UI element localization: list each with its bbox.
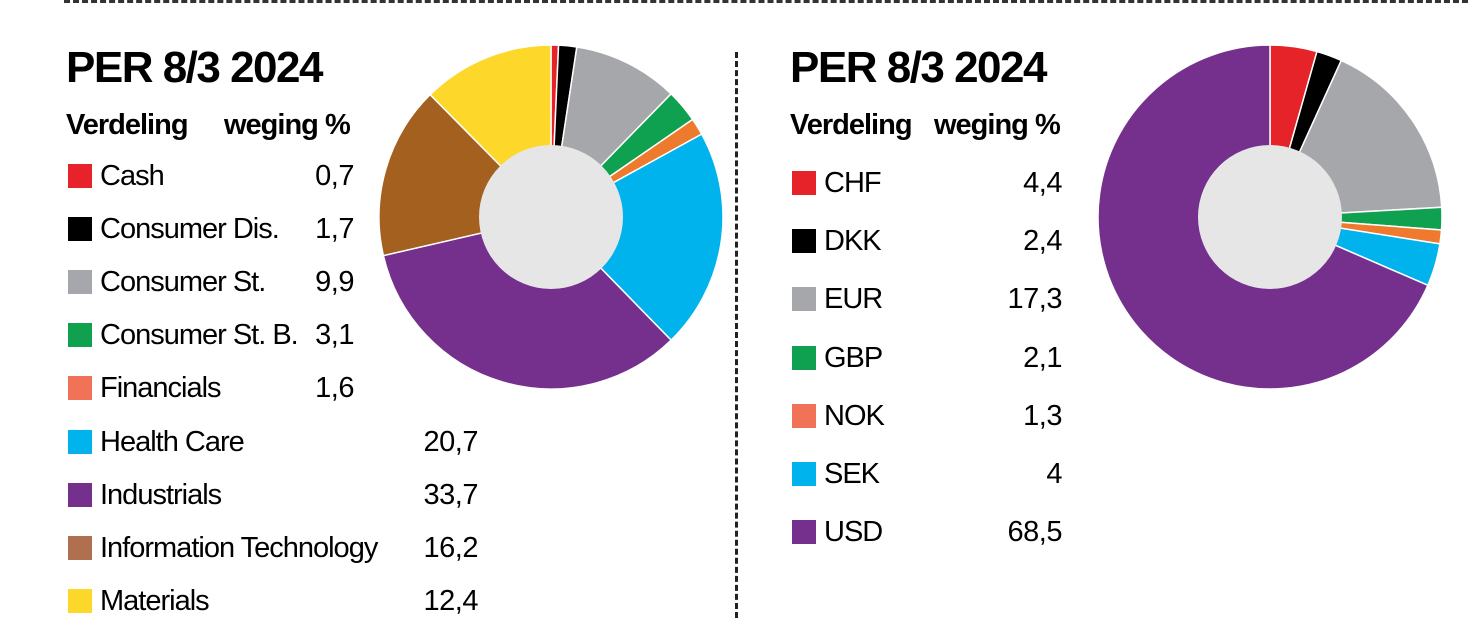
- legend-swatch-consumer-st: [68, 270, 92, 295]
- legend-value-financials: 1,6: [315, 372, 354, 405]
- legend-value-industrials: 33,7: [423, 478, 479, 511]
- legend-label-consumer-st-b: Consumer St. B.: [100, 319, 299, 352]
- legend-value-eur: 17,3: [1007, 283, 1063, 316]
- currency-col-label: Verdeling: [790, 109, 913, 141]
- sector-donut-chart: [378, 44, 724, 390]
- slice-industrials: [382, 216, 673, 390]
- currency-panel-title: PER 8/3 2024: [790, 43, 1047, 92]
- legend-label-dkk: DKK: [824, 225, 882, 258]
- donut-hole: [1198, 145, 1342, 289]
- legend-value-cash: 0,7: [315, 160, 354, 192]
- legend-label-health-care: Health Care: [100, 425, 245, 458]
- legend-label-usd: USD: [824, 516, 883, 549]
- legend-label-information-technology: Information Technology: [100, 531, 378, 564]
- legend-swatch-consumer-st-b: [68, 323, 92, 348]
- legend-value-chf: 4,4: [1023, 167, 1062, 199]
- legend-value-materials: 12,4: [423, 584, 479, 617]
- legend-swatch-usd: [792, 520, 816, 545]
- legend-swatch-gbp: [792, 345, 816, 370]
- panel-divider: [735, 52, 738, 618]
- currency-donut-chart: [1097, 44, 1443, 390]
- legend-label-cash: Cash: [100, 160, 165, 192]
- legend-label-consumer-dis: Consumer Dis.: [100, 213, 280, 246]
- legend-label-nok: NOK: [824, 399, 885, 432]
- legend-swatch-industrials: [68, 482, 92, 507]
- legend-label-financials: Financials: [100, 372, 222, 405]
- legend-label-gbp: GBP: [824, 341, 883, 374]
- legend-value-consumer-st: 9,9: [315, 266, 354, 299]
- legend-value-dkk: 2,4: [1023, 225, 1062, 258]
- donut-hole: [479, 145, 623, 289]
- legend-swatch-cash: [68, 164, 92, 188]
- legend-label-materials: Materials: [100, 584, 210, 617]
- legend-swatch-sek: [792, 462, 816, 486]
- top-dotted-rule: [64, 0, 1468, 7]
- legend-swatch-materials: [68, 588, 92, 613]
- sector-col-label: Verdeling: [66, 109, 189, 141]
- legend-swatch-eur: [792, 287, 816, 312]
- legend-swatch-dkk: [792, 229, 816, 254]
- legend-swatch-nok: [792, 403, 816, 428]
- slice-health-care: [549, 133, 724, 342]
- legend-label-industrials: Industrials: [100, 478, 222, 511]
- legend-label-consumer-st: Consumer St.: [100, 266, 266, 299]
- legend-swatch-health-care: [68, 429, 92, 454]
- legend-label-sek: SEK: [824, 458, 880, 490]
- legend-label-chf: CHF: [824, 167, 882, 199]
- legend-swatch-consumer-dis: [68, 217, 92, 242]
- legend-value-health-care: 20,7: [423, 425, 479, 458]
- legend-value-consumer-st-b: 3,1: [315, 319, 354, 352]
- legend-label-eur: EUR: [824, 283, 883, 316]
- legend-swatch-information-technology: [68, 535, 92, 560]
- legend-value-nok: 1,3: [1023, 399, 1062, 432]
- legend-value-usd: 68,5: [1007, 516, 1063, 549]
- legend-value-information-technology: 16,2: [423, 531, 479, 564]
- legend-value-consumer-dis: 1,7: [315, 213, 354, 246]
- legend-swatch-chf: [792, 171, 816, 195]
- legend-swatch-financials: [68, 376, 92, 401]
- sector-panel-title: PER 8/3 2024: [66, 43, 323, 92]
- legend-value-gbp: 2,1: [1023, 341, 1062, 374]
- sector-col-value: weging %: [224, 109, 351, 141]
- currency-col-value: weging %: [934, 109, 1061, 141]
- legend-value-sek: 4: [1046, 458, 1062, 490]
